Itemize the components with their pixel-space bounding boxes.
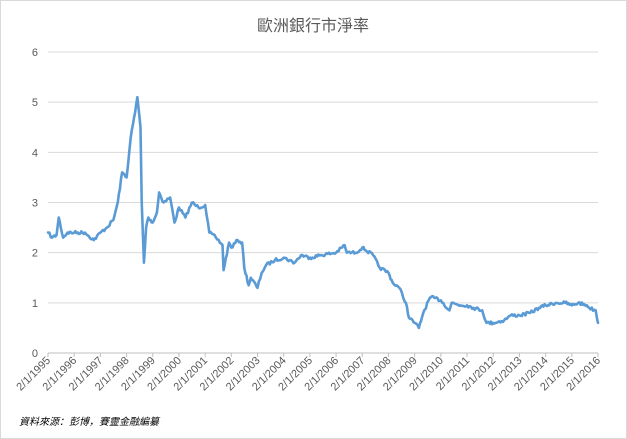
source-note: 資料來源：彭博，賽靈金融編纂	[19, 416, 161, 428]
y-tick-label: 5	[32, 97, 38, 109]
y-tick-label: 4	[32, 147, 38, 159]
y-tick-label: 0	[32, 348, 38, 360]
y-tick-label: 3	[32, 198, 38, 210]
chart-title: 歐洲銀行市淨率	[257, 16, 369, 35]
x-axis-ticks: 2/1/19952/1/19962/1/19972/1/19982/1/1999…	[14, 353, 603, 393]
y-tick-label: 2	[32, 248, 38, 260]
y-axis-ticks: 0 1 2 3 4 5 6	[32, 47, 38, 360]
series-line	[46, 95, 600, 330]
gridlines	[48, 51, 598, 354]
y-tick-label: 1	[32, 298, 38, 310]
y-tick-label: 6	[32, 47, 38, 59]
